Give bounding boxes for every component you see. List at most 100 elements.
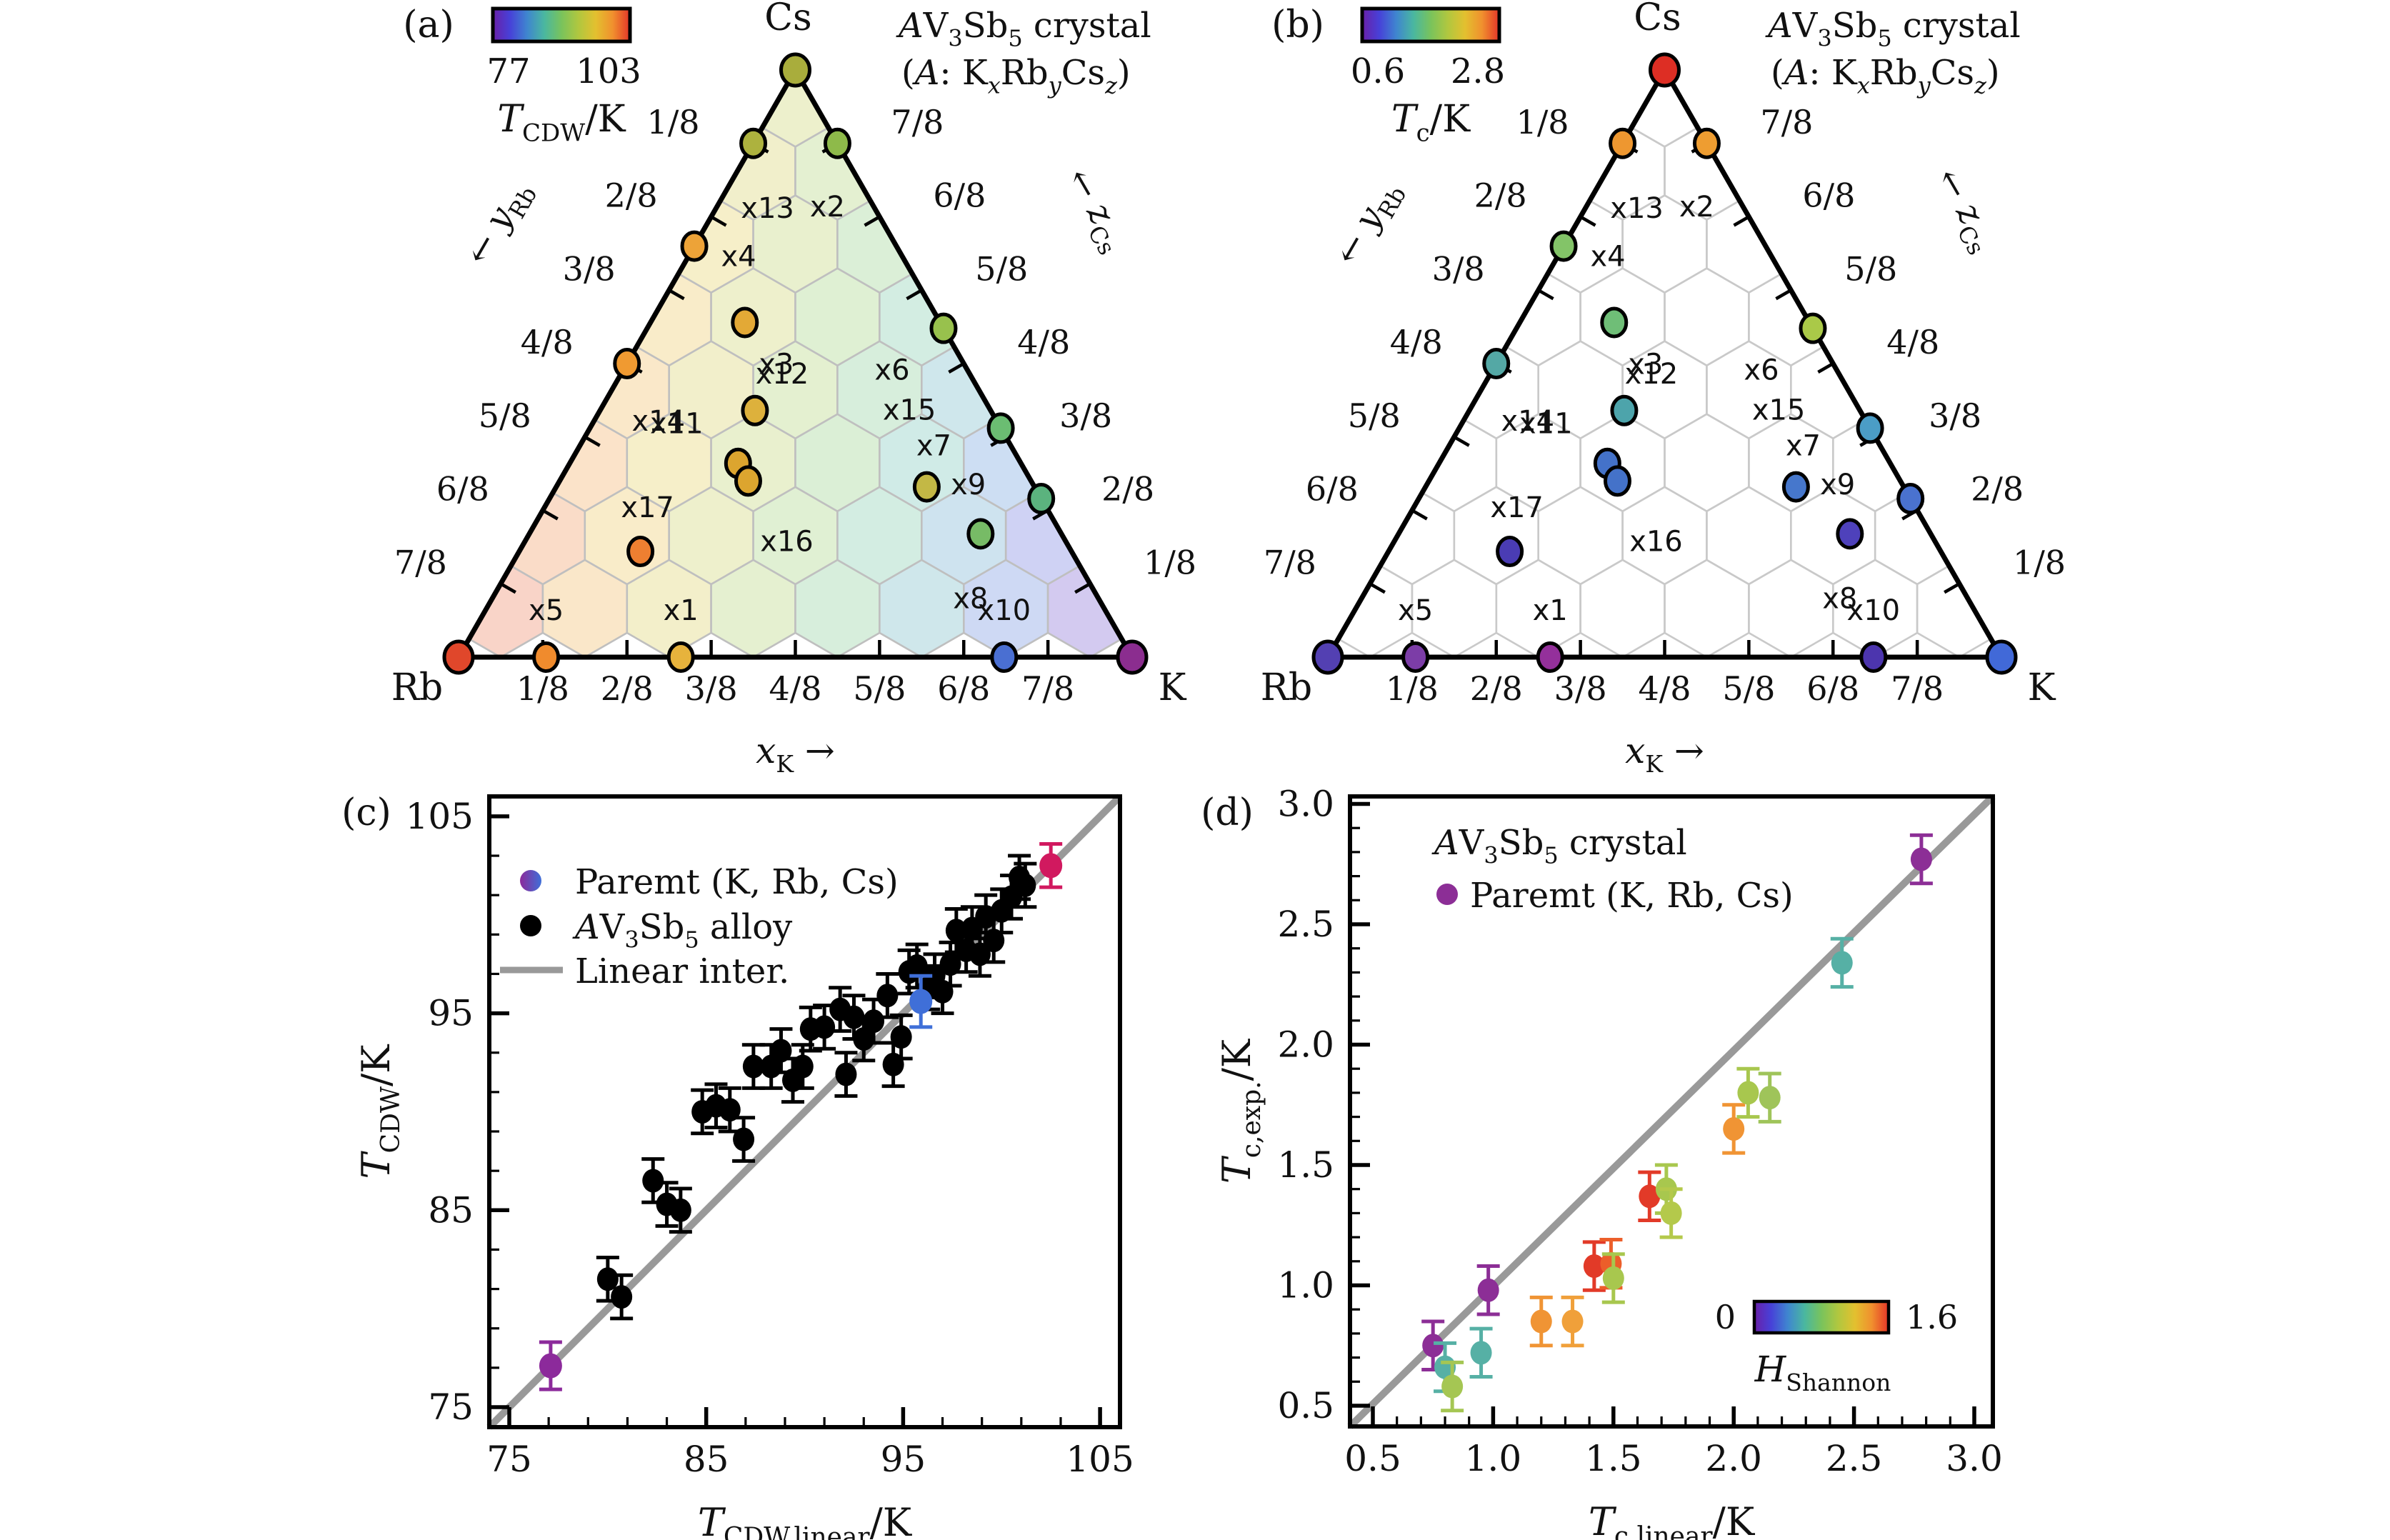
legend-marker-alloy (520, 915, 541, 936)
marker-dot (945, 919, 967, 943)
tick-label-left: 3/8 (563, 249, 616, 288)
colorbar (491, 6, 632, 44)
colorbar (1752, 1299, 1891, 1335)
marker-dot (1583, 1254, 1605, 1279)
x-tick-label: 3.0 (1946, 1438, 2003, 1479)
panel-d-scatter-tc: (d) 0.50.5 1.0 1.0 1.5 1.5 2.0 2.0 2.5 2.5 3.0 3.0 T… (1201, 784, 2003, 1540)
ternary-point-x5 (532, 641, 561, 673)
ternary-point-Rb (1311, 639, 1344, 675)
tick-label-bottom: 3/8 (685, 669, 738, 708)
hex-cell (1664, 559, 1750, 657)
data-point (1476, 1264, 1500, 1316)
legend: AV3Sb5 crystal Paremt (K, Rb, Cs) (1431, 823, 1794, 916)
ternary-point-x17 (626, 536, 655, 568)
y-tick-label: 95 (428, 993, 474, 1034)
x-tick-label: 0.5 (1344, 1438, 1401, 1479)
y-tick-label: 75 (428, 1386, 474, 1428)
ternary-point-x14 (1482, 348, 1511, 379)
data-point (1659, 1187, 1683, 1239)
data-point (1014, 861, 1037, 909)
ternary-point-label-x13: x13 (1610, 192, 1664, 225)
ternary-point-label-x5: x5 (529, 594, 564, 627)
tick-label-bottom: 4/8 (769, 669, 821, 708)
axis-title-zcs: ← zCs (1054, 161, 1137, 260)
hex-cell (1748, 559, 1834, 657)
data-point (862, 997, 886, 1045)
marker-dot (906, 954, 928, 978)
tick-label-right: 2/8 (1101, 470, 1154, 509)
colorbar-title: TCDW/K (497, 98, 626, 148)
data-point (741, 1043, 765, 1090)
ternary-point-x17 (1496, 536, 1524, 568)
corner-label-cs: Cs (1634, 0, 1681, 39)
tick-label-left: 2/8 (1474, 176, 1527, 215)
ternary-point-label-x7: x7 (916, 430, 951, 463)
ternary-point-x15 (1856, 412, 1884, 444)
ternary-point-label-x6: x6 (874, 354, 909, 387)
marker-dot (642, 1169, 664, 1193)
ternary-point-label-x4: x4 (1590, 241, 1625, 274)
tick-label-bottom: 5/8 (853, 669, 906, 708)
ternary-point-x14 (613, 348, 641, 379)
data-point (1909, 833, 1933, 886)
y-axis-title: TCDW/K (354, 1044, 406, 1179)
panel-letter: (c) (341, 791, 391, 834)
ternary-point-K (1116, 639, 1149, 675)
ternary-point-x10 (1859, 641, 1888, 673)
marker-dot (1470, 1341, 1492, 1365)
legend-label-parent: Paremt (K, Rb, Cs) (575, 862, 899, 902)
tick-label-left: 6/8 (1306, 470, 1359, 509)
tick-label-left: 5/8 (1348, 396, 1401, 435)
legend-label-parent: Paremt (K, Rb, Cs) (1470, 876, 1794, 916)
tick-label-right: 1/8 (1144, 543, 1196, 581)
edge-tick (1733, 215, 1750, 227)
x-axis-title: Tc,linear/K (1589, 1499, 1756, 1540)
marker-dot (909, 989, 933, 1014)
ternary-points: x1 x2 x3 x4 x5 x6 x7 x8 x9 x10 x11 x12 x13 x14 x15 x16 x… (442, 52, 1149, 675)
marker-dot (835, 1062, 857, 1086)
panel-letter: (a) (403, 4, 454, 46)
data-point (1039, 841, 1063, 889)
y-tick-label: 3.0 (1277, 784, 1334, 825)
y-tick-label: 0.5 (1277, 1385, 1334, 1426)
legend-title: AV3Sb5 crystal (1431, 823, 1687, 869)
panel-title-line2: (A: KxRbyCsz) (901, 53, 1131, 99)
ternary-point-x6 (1799, 312, 1827, 344)
colorbar-title: HShannon (1754, 1349, 1891, 1396)
data-point (834, 1051, 858, 1098)
axis-ticks (489, 814, 1102, 1427)
y-tick-label: 1.0 (1277, 1265, 1334, 1306)
tick-label-left: 2/8 (605, 176, 658, 215)
ternary-point-x16 (1603, 465, 1631, 497)
edge-tick (710, 215, 727, 227)
hex-cell (2086, 560, 2170, 657)
edge-tick (906, 289, 923, 301)
tick-label-right: 6/8 (1802, 176, 1855, 215)
y-tick-label: 2.5 (1277, 904, 1334, 945)
marker-dot (1422, 1334, 1444, 1358)
marker-dot (1737, 1081, 1759, 1105)
tick-label-right: 2/8 (1971, 470, 2024, 509)
corner-label-rb: Rb (391, 666, 443, 709)
ternary-point-label-x12: x12 (1625, 358, 1679, 391)
tick-label-bottom: 4/8 (1638, 669, 1691, 708)
ternary-points: x1 x2 x3 x4 x5 x6 x7 x8 x9 x10 x11 x12 x13 x14 x15 x16 x… (1311, 52, 2018, 675)
ternary-point-label-x10: x10 (978, 594, 1031, 627)
legend-marker-parent (520, 870, 541, 891)
tick-label-left: 4/8 (521, 323, 574, 361)
ternary-point-x4 (680, 230, 709, 262)
tick-label-bottom: 6/8 (937, 669, 990, 708)
marker-dot (1477, 1278, 1499, 1302)
tick-label-right: 4/8 (1017, 323, 1070, 361)
data-point (669, 1186, 692, 1234)
data-point (539, 1340, 562, 1391)
axis-title-xk: xK → (1625, 730, 1704, 778)
ternary-point-x3 (731, 306, 759, 339)
ternary-point-label-x2: x2 (810, 191, 845, 224)
tick-label-left: 4/8 (1390, 323, 1443, 361)
marker-dot (1723, 1116, 1745, 1141)
edge-tick (584, 435, 601, 447)
edge-tick (668, 289, 685, 301)
ternary-point-x8 (966, 518, 995, 550)
